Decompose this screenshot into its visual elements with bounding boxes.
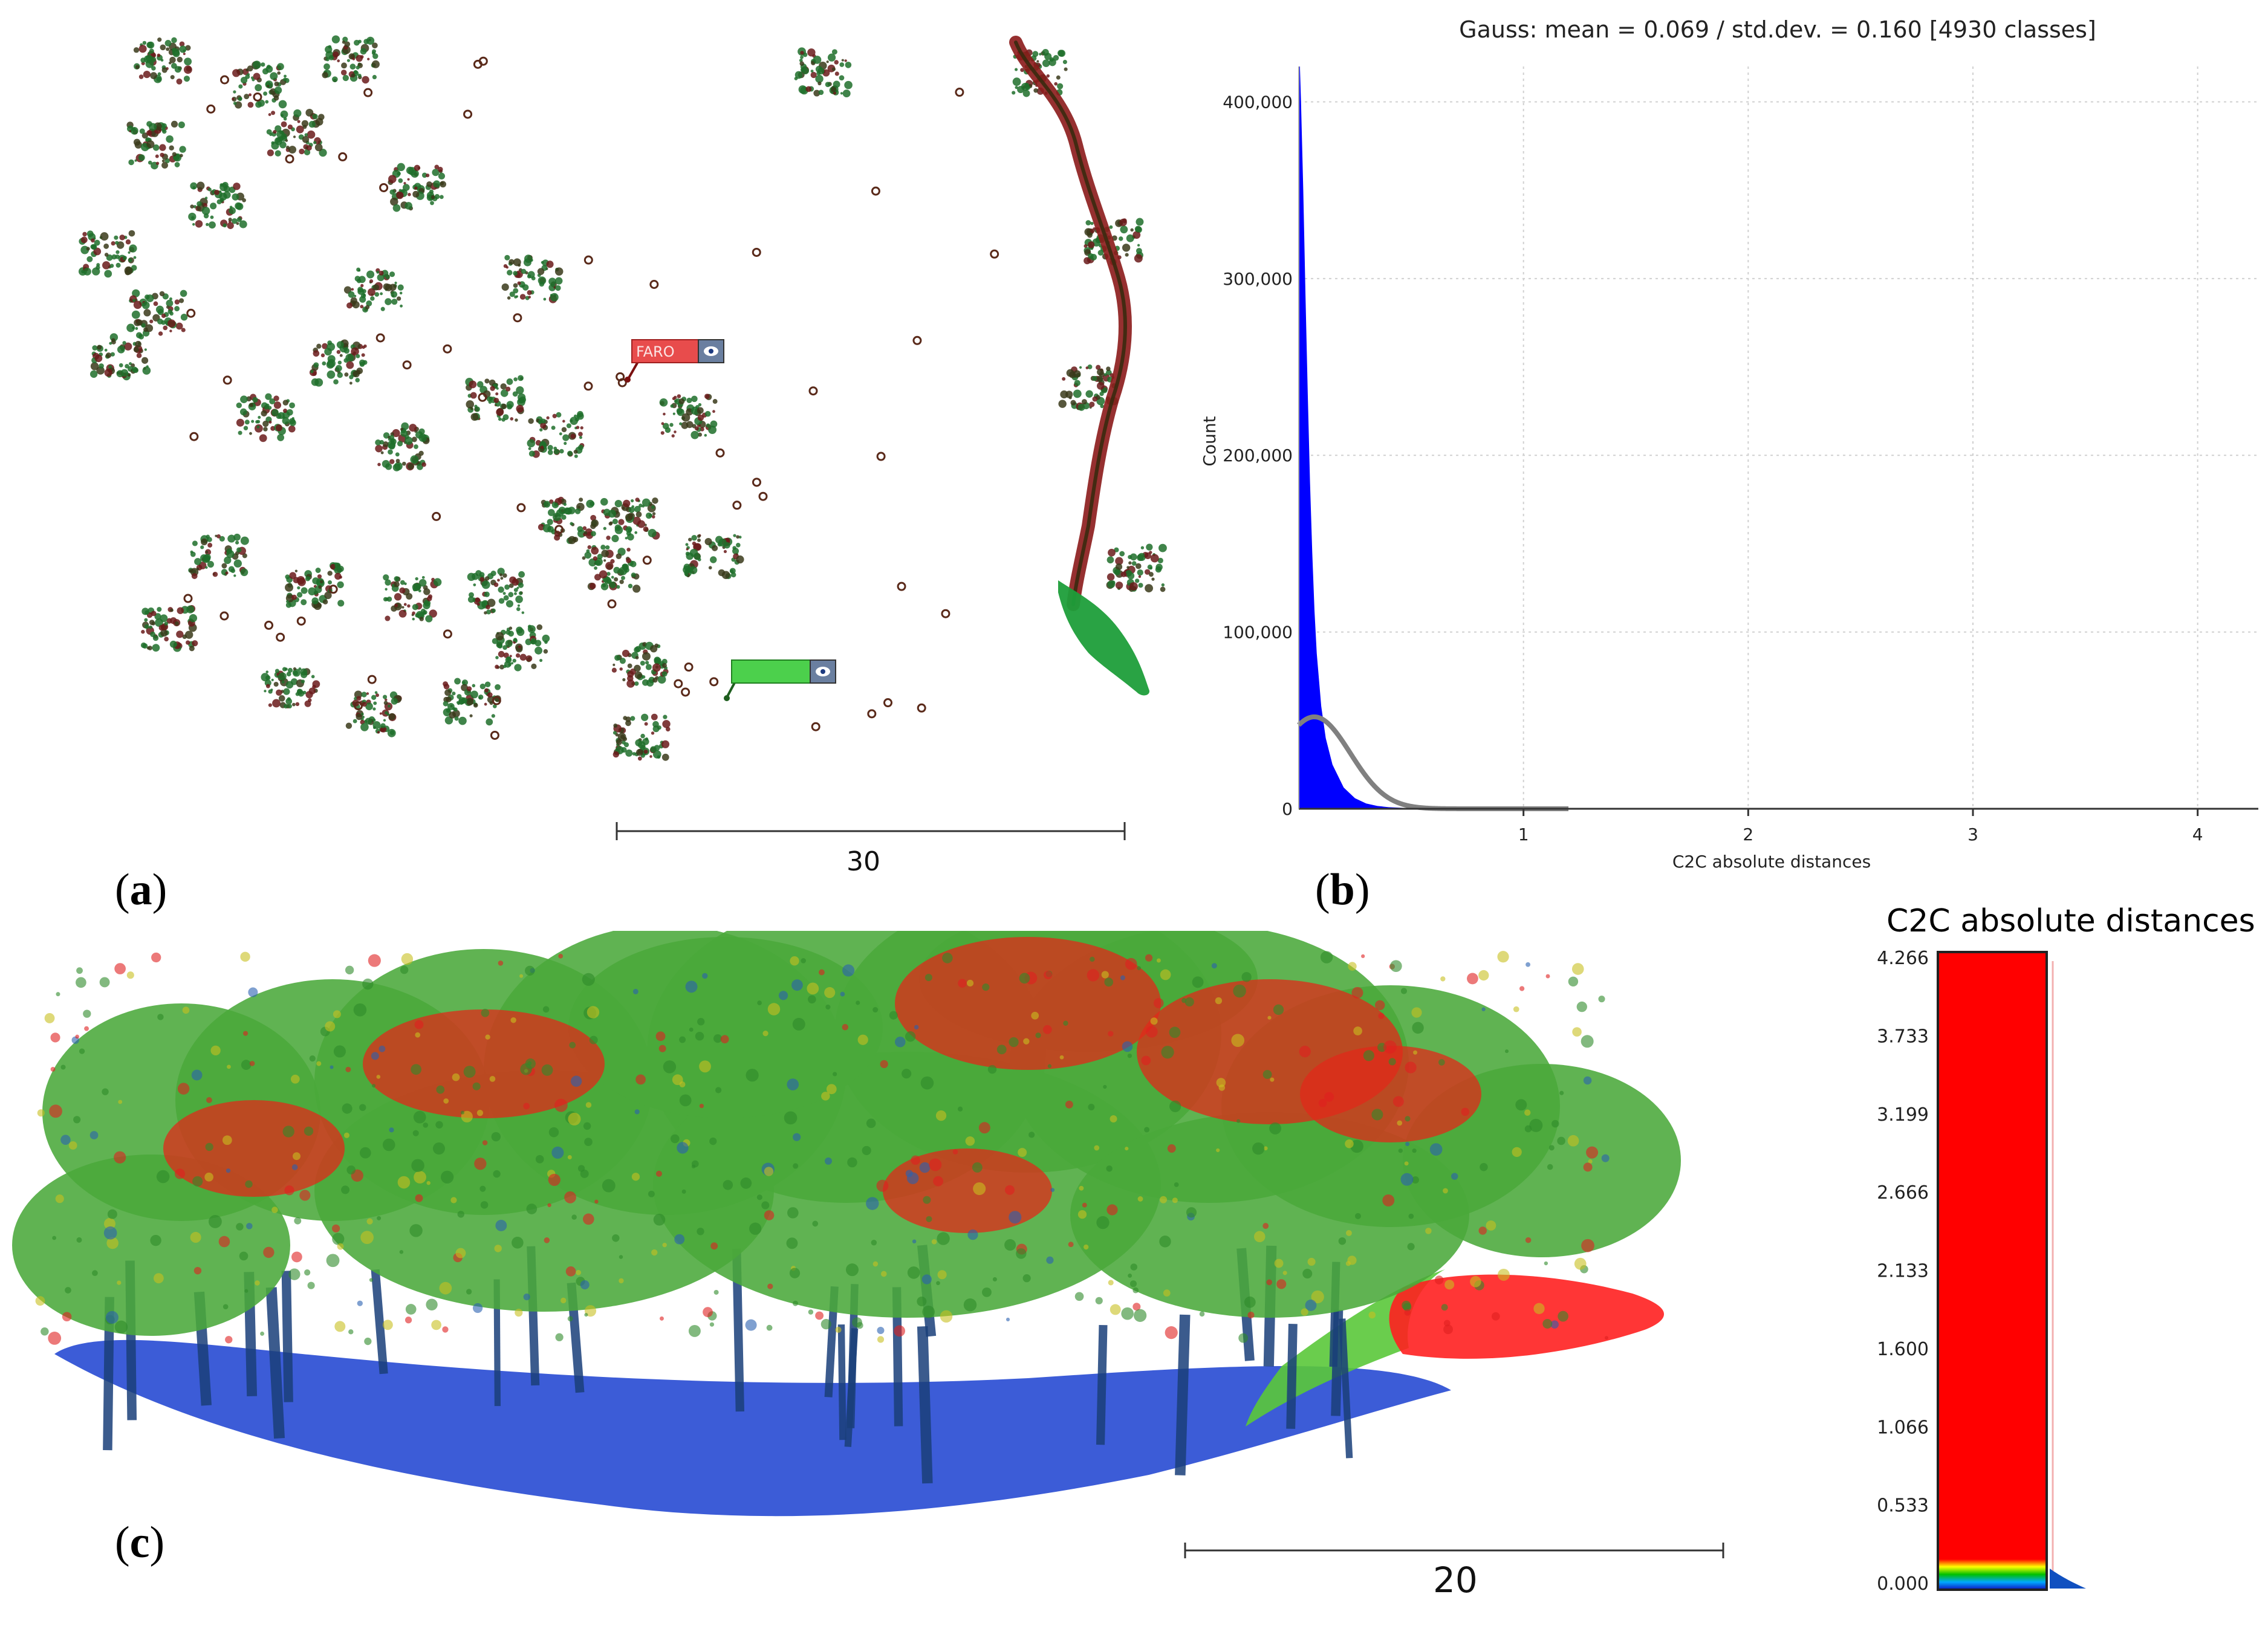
trunk-rings [183,56,999,740]
y-tick-label: 400,000 [1223,92,1293,112]
x-tick-label: 2 [1743,824,1753,844]
x-tick-label: 4 [2192,824,2203,844]
y-tick-label: 200,000 [1223,445,1293,465]
colorbar-tick-label: 0.533 [1877,1495,1929,1517]
panel-c-point-cloud-3d: 4.266 3.733 3.199 2.666 2.133 1.600 1.066 0.533… [0,895,2268,1623]
point-cloud-3d: 4.266 3.733 3.199 2.666 2.133 1.600 1.066 0.533… [12,895,2086,1595]
histogram-area [1299,66,2258,809]
colorbar-ticks: 4.266 3.733 3.199 2.666 2.133 1.600 1.066 0.533… [1877,948,1929,1595]
y-tick-label: 100,000 [1223,623,1293,643]
colorbar-tick-label: 3.199 [1877,1104,1929,1126]
y-ticks: 0 100,000 200,000 300,000 400,000 [1223,92,1293,819]
colorbar-tick-label: 2.666 [1877,1182,1929,1203]
colorbar-title: C2C absolute distances [1886,903,2255,939]
scanner-tag-faro[interactable]: FARO [625,339,724,383]
caption-a: (a) [115,865,167,915]
colorbar-tick-label: 2.133 [1877,1261,1929,1282]
colorbar-gradient [1937,951,2048,1591]
colorbar-tick-label: 3.733 [1877,1026,1929,1047]
scale-bar-a [616,822,1126,840]
histogram-chart: Gauss: mean = 0.069 / std.dev. = 0.160 [… [1200,16,2258,872]
colorbar-tick-label: 0.000 [1877,1573,1929,1595]
scanner-tag-green[interactable] [724,659,836,701]
x-axis-label: C2C absolute distances [1672,852,1871,872]
x-tick-label: 3 [1967,824,1978,844]
y-tick-label: 300,000 [1223,269,1293,289]
chart-title: Gauss: mean = 0.069 / std.dev. = 0.160 [… [1459,16,2096,43]
scale-bar-c [1184,1543,1724,1558]
caption-b: (b) [1315,865,1370,915]
tree-canopy [12,895,1681,1346]
boundary-strip-dark [1014,40,1127,606]
chart-grid [1299,66,2258,809]
colorbar-histogram [2050,1569,2086,1589]
colorbar-tick-label: 1.066 [1877,1417,1929,1438]
x-tick-label: 1 [1518,824,1529,844]
boundary-strip-green [1058,580,1149,696]
ground-red-patch [1389,1274,1665,1359]
y-tick-label: 0 [1282,799,1293,819]
colorbar: 4.266 3.733 3.199 2.666 2.133 1.600 1.066 0.533… [1877,948,2086,1595]
eye-icon [709,349,713,354]
vegetation-clusters [78,35,1167,761]
colorbar-tick-label: 4.266 [1877,948,1929,969]
ground-blue [54,1339,1451,1517]
scanner-tag-faro-label: FARO [636,343,675,360]
scale-bar-a-label: 30 [846,846,880,877]
scale-bar-c-label: 20 [1433,1560,1478,1601]
panel-b-histogram: Gauss: mean = 0.069 / std.dev. = 0.160 [… [1173,0,2268,907]
x-ticks: 1 2 3 4 [1518,809,2203,844]
caption-c: (c) [115,1518,165,1567]
eye-icon [820,669,825,674]
panel-a-point-cloud-topview: FARO 30 [36,24,1185,877]
point-cloud-topview: FARO [78,35,1167,840]
y-axis-label: Count [1200,416,1220,466]
colorbar-tick-label: 1.600 [1877,1339,1929,1360]
